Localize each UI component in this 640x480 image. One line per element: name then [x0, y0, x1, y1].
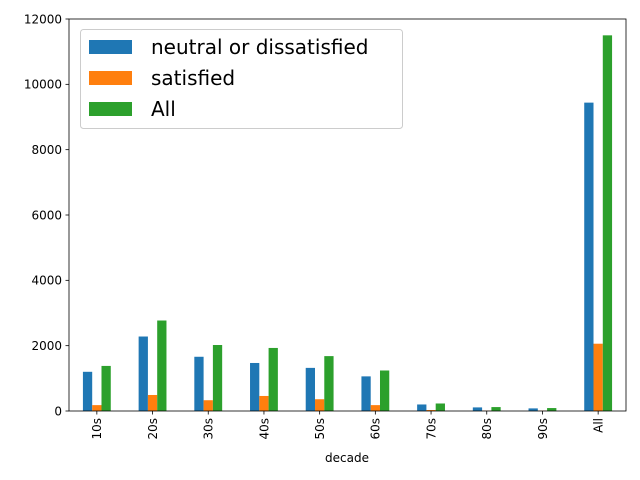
bar-neutral-or-dissatisfied-60s: [361, 376, 371, 411]
bar-all-20s: [157, 320, 167, 411]
y-tick-label: 4000: [31, 274, 62, 288]
bar-satisfied-20s: [147, 394, 158, 411]
bar-all-70s: [435, 403, 445, 411]
bars-group: [82, 35, 613, 411]
bar-all-30s: [212, 345, 223, 411]
bar-satisfied-10s: [92, 405, 102, 411]
bar-satisfied-60s: [370, 405, 380, 411]
bar-neutral-or-dissatisfied-90s: [528, 408, 538, 411]
bar-satisfied-all: [593, 343, 603, 411]
x-tick-label: 20s: [146, 418, 160, 440]
x-tick-label: 70s: [424, 418, 438, 440]
y-tick-label: 2000: [31, 339, 62, 353]
legend-label: neutral or dissatisfied: [151, 35, 368, 59]
legend: neutral or dissatisfied satisfied All: [80, 29, 403, 129]
legend-swatch: [89, 40, 132, 54]
x-tick-label: 80s: [480, 418, 494, 440]
x-axis-label: decade: [325, 451, 369, 465]
legend-box: [80, 29, 403, 129]
x-tick-label: All: [591, 418, 605, 433]
bar-all-80s: [491, 407, 501, 411]
y-tick-label: 0: [54, 404, 62, 418]
bar-neutral-or-dissatisfied-10s: [82, 371, 93, 411]
legend-swatch: [89, 71, 132, 85]
bar-all-60s: [379, 370, 390, 411]
bar-neutral-or-dissatisfied-40s: [250, 362, 260, 411]
legend-swatch: [89, 102, 132, 116]
bar-neutral-or-dissatisfied-70s: [417, 404, 427, 411]
x-tick-label: 90s: [536, 418, 550, 440]
y-tick-label: 6000: [31, 208, 62, 222]
x-tick-label: 10s: [90, 418, 104, 440]
bar-neutral-or-dissatisfied-50s: [305, 367, 315, 411]
y-ticks-group: 0 2000 4000 6000 8000 10000 12000: [24, 12, 69, 418]
y-tick-label: 12000: [24, 12, 62, 26]
bar-neutral-or-dissatisfied-80s: [472, 407, 483, 411]
bar-neutral-or-dissatisfied-30s: [194, 356, 204, 411]
bar-all-all: [602, 35, 613, 411]
x-ticks-group: 10s 20s 30s 40s 50s 60s 70s 80s 90s All: [90, 411, 605, 440]
x-tick-label: 60s: [369, 418, 383, 440]
bar-satisfied-70s: [426, 410, 436, 411]
bar-all-90s: [547, 408, 557, 411]
bar-neutral-or-dissatisfied-all: [584, 102, 594, 411]
bar-satisfied-30s: [203, 400, 213, 411]
bar-all-40s: [268, 347, 278, 411]
y-tick-label: 8000: [31, 143, 62, 157]
bar-satisfied-50s: [315, 399, 325, 411]
bar-all-50s: [324, 356, 334, 411]
x-tick-label: 40s: [257, 418, 271, 440]
bar-neutral-or-dissatisfied-20s: [138, 336, 148, 411]
x-tick-label: 30s: [202, 418, 216, 440]
bar-all-10s: [101, 365, 111, 411]
y-tick-label: 10000: [24, 78, 62, 92]
legend-label: All: [151, 97, 176, 121]
x-tick-label: 50s: [313, 418, 327, 440]
bar-satisfied-40s: [259, 395, 269, 411]
legend-label: satisfied: [151, 66, 235, 90]
